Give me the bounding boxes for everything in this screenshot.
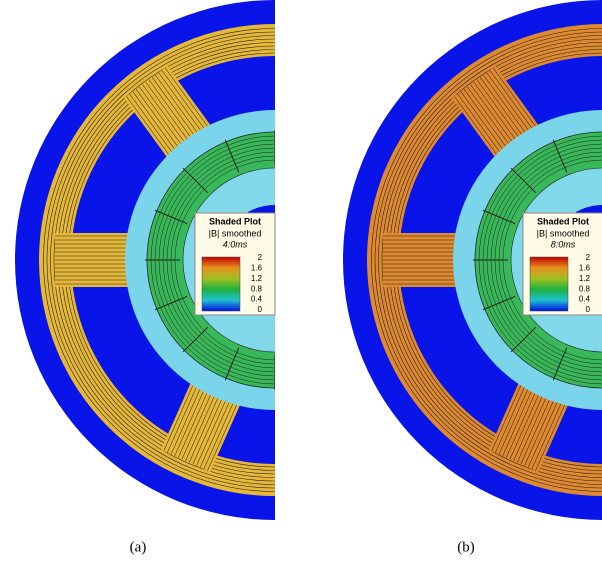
color-bar-tick: 2	[258, 253, 263, 262]
color-bar-tick: 1.2	[251, 274, 263, 283]
color-bar-tick: 0.8	[579, 284, 591, 293]
color-bar-tick: 0.4	[579, 295, 591, 304]
color-bar	[530, 257, 568, 311]
legend-quantity: |B| smoothed	[209, 228, 262, 238]
legend-quantity: |B| smoothed	[537, 228, 590, 238]
color-bar-tick: 0	[586, 305, 591, 314]
color-bar	[202, 257, 240, 311]
color-bar-tick: 0.4	[251, 295, 263, 304]
color-bar-tick: 1.6	[579, 264, 591, 273]
color-bar-tick: 1.2	[579, 274, 591, 283]
legend-title: Shaded Plot	[537, 216, 589, 226]
legend-time: 4:0ms	[223, 239, 248, 249]
color-bar-tick: 0	[258, 305, 263, 314]
panel-label: (a)	[130, 539, 147, 555]
color-bar-tick: 1.6	[251, 264, 263, 273]
color-bar-tick: 0.8	[251, 284, 263, 293]
legend-time: 8:0ms	[551, 239, 576, 249]
panel-label: (b)	[457, 539, 475, 555]
legend-title: Shaded Plot	[209, 216, 261, 226]
color-bar-tick: 2	[586, 253, 591, 262]
